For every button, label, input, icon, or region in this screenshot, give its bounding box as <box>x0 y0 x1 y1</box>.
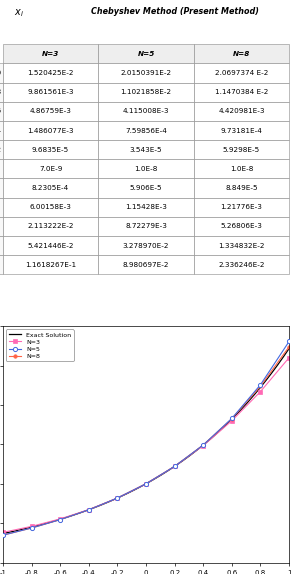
N=5 <box>1 532 5 538</box>
N=3 <box>287 354 291 361</box>
N=8 <box>173 463 176 470</box>
N=8 <box>144 480 148 487</box>
Exact Solution <box>263 379 266 386</box>
N=3 <box>201 442 205 449</box>
Line: N=8: N=8 <box>1 345 291 537</box>
N=5 <box>259 381 262 388</box>
Line: Exact Solution: Exact Solution <box>3 348 289 534</box>
N=8 <box>230 415 234 422</box>
Line: N=3: N=3 <box>1 356 291 534</box>
Exact Solution <box>273 366 277 373</box>
Exact Solution <box>77 510 81 517</box>
Text: $\mathit{x_i}$: $\mathit{x_i}$ <box>14 7 24 19</box>
N=8 <box>287 343 291 350</box>
N=8 <box>1 532 5 538</box>
Exact Solution <box>1 530 5 537</box>
N=3 <box>173 463 176 470</box>
N=8 <box>201 441 205 448</box>
Line: N=5: N=5 <box>1 339 291 537</box>
N=5 <box>230 415 234 422</box>
N=5 <box>144 480 148 487</box>
N=3 <box>144 480 148 487</box>
N=3 <box>230 417 234 424</box>
Exact Solution <box>13 528 16 534</box>
Legend: Exact Solution, N=3, N=5, N=8: Exact Solution, N=3, N=5, N=8 <box>6 329 74 362</box>
N=3 <box>1 529 5 536</box>
N=8 <box>87 506 91 513</box>
N=5 <box>201 441 205 448</box>
N=3 <box>87 506 91 513</box>
N=5 <box>287 338 291 345</box>
N=5 <box>87 506 91 513</box>
N=5 <box>30 525 33 532</box>
N=3 <box>259 388 262 395</box>
N=8 <box>58 516 62 523</box>
N=3 <box>116 495 119 502</box>
N=3 <box>30 523 33 530</box>
Exact Solution <box>54 517 58 524</box>
N=8 <box>116 495 119 502</box>
N=5 <box>58 516 62 523</box>
N=3 <box>58 515 62 522</box>
Exact Solution <box>287 345 291 352</box>
N=5 <box>173 463 176 470</box>
Exact Solution <box>18 526 22 533</box>
N=8 <box>259 383 262 390</box>
N=8 <box>30 525 33 532</box>
N=5 <box>116 495 119 502</box>
Text: Chebyshev Method (Present Method): Chebyshev Method (Present Method) <box>91 7 258 16</box>
